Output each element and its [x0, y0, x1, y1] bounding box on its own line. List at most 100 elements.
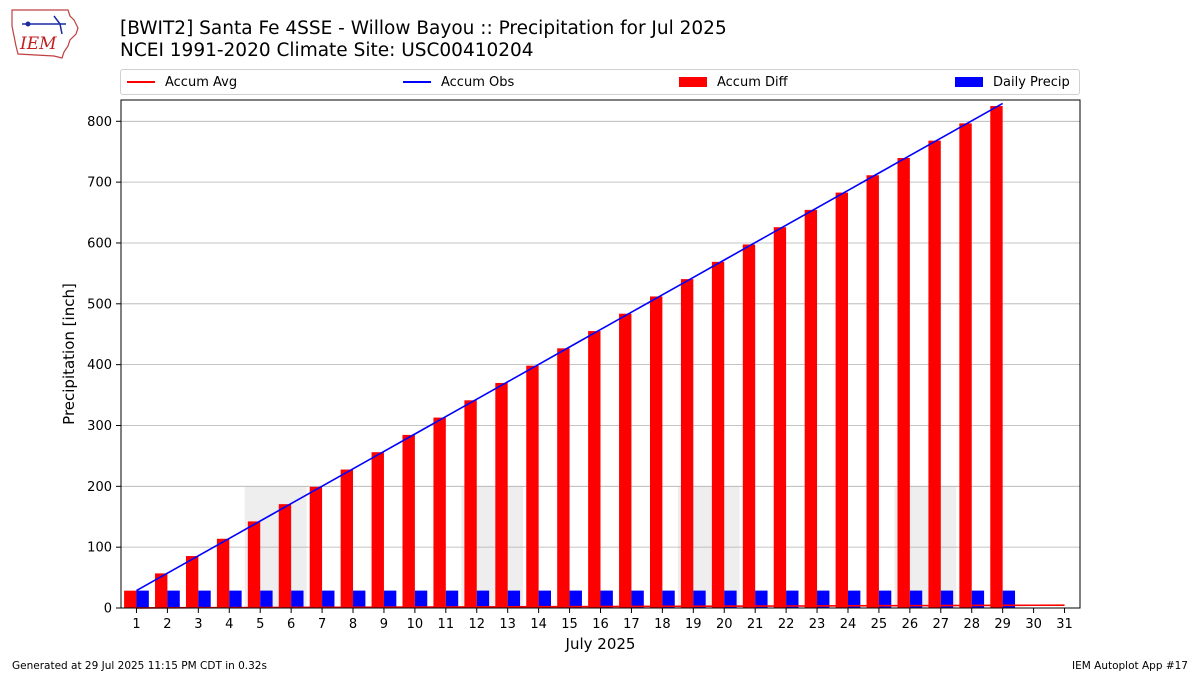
daily-precip-bar-4 — [229, 590, 242, 608]
daily-precip-bar-3 — [198, 590, 211, 608]
y-tick-label-300: 300 — [87, 419, 112, 434]
y-tick-label-200: 200 — [87, 480, 112, 495]
accum-diff-bar-2 — [155, 573, 168, 608]
x-tick-label-18: 18 — [654, 617, 671, 632]
accum-diff-bar-3 — [185, 556, 199, 608]
x-tick-label-28: 28 — [963, 617, 980, 632]
legend-swatch-accum-avg — [127, 81, 155, 83]
legend-item-daily-precip: Daily Precip — [955, 70, 1070, 94]
x-tick-label-10: 10 — [407, 617, 424, 632]
daily-precip-bar-9 — [383, 590, 397, 608]
x-tick-label-21: 21 — [747, 617, 764, 632]
accum-diff-bar-11 — [433, 417, 446, 608]
legend-item-accum-avg: Accum Avg — [127, 70, 237, 94]
accum-diff-bar-21 — [742, 244, 756, 608]
daily-precip-bar-13 — [507, 590, 521, 608]
accum-diff-bar-15 — [557, 348, 570, 608]
y-tick-label-600: 600 — [87, 236, 112, 251]
daily-precip-bar-24 — [847, 590, 861, 608]
daily-precip-bar-17 — [631, 590, 644, 608]
x-tick-label-23: 23 — [809, 617, 826, 632]
x-tick-label-12: 12 — [468, 617, 485, 632]
x-tick-label-17: 17 — [623, 617, 640, 632]
x-tick-label-4: 4 — [225, 617, 233, 632]
x-tick-label-3: 3 — [194, 617, 202, 632]
chart-title: [BWIT2] Santa Fe 4SSE - Willow Bayou :: … — [120, 18, 727, 62]
daily-precip-bar-14 — [538, 590, 552, 608]
daily-precip-bar-20 — [724, 590, 737, 608]
x-tick-label-5: 5 — [256, 617, 264, 632]
x-tick-label-7: 7 — [318, 617, 326, 632]
x-tick-label-22: 22 — [778, 617, 795, 632]
x-tick-label-30: 30 — [1025, 617, 1042, 632]
x-tick-label-2: 2 — [163, 617, 171, 632]
x-tick-label-13: 13 — [499, 617, 516, 632]
accum-diff-bar-9 — [371, 452, 384, 608]
x-tick-label-25: 25 — [871, 617, 888, 632]
accum-diff-bar-16 — [588, 331, 601, 608]
daily-precip-bar-22 — [786, 590, 799, 608]
accum-avg-line — [136, 604, 1065, 609]
app-credit: IEM Autoplot App #17 — [1072, 660, 1188, 672]
daily-precip-bar-27 — [940, 590, 954, 608]
daily-precip-bar-7 — [322, 590, 335, 608]
daily-precip-bar-10 — [414, 590, 428, 608]
x-tick-label-19: 19 — [685, 617, 702, 632]
legend-item-accum-diff: Accum Diff — [679, 70, 788, 94]
legend-swatch-accum-obs — [403, 81, 431, 83]
daily-precip-bar-29 — [1002, 590, 1016, 608]
x-axis-label: July 2025 — [565, 635, 636, 653]
legend-label-accum-avg: Accum Avg — [165, 74, 238, 90]
accum-diff-bar-18 — [649, 296, 663, 608]
daily-precip-bar-16 — [600, 590, 613, 608]
x-tick-label-14: 14 — [530, 617, 547, 632]
accum-diff-bar-1 — [124, 590, 137, 608]
legend-label-accum-diff: Accum Diff — [717, 74, 788, 90]
legend-item-accum-obs: Accum Obs — [403, 70, 514, 94]
daily-precip-bar-8 — [353, 590, 366, 608]
x-tick-label-20: 20 — [716, 617, 733, 632]
x-tick-label-1: 1 — [132, 617, 140, 632]
x-axis-ticks: 1 2 3 4 5 6 7 8 9 10 11 12 13 14 15 16 17 18 19 20 21 22 23 24 2… — [132, 608, 1073, 632]
accum-diff-bar-8 — [340, 469, 354, 608]
accum-diff-bar-28 — [959, 123, 972, 609]
accum-diff-bar-24 — [835, 192, 848, 608]
daily-precip-bar-2 — [167, 590, 180, 608]
title-line-1: [BWIT2] Santa Fe 4SSE - Willow Bayou :: … — [120, 18, 727, 39]
y-tick-label-500: 500 — [87, 297, 112, 312]
generated-timestamp: Generated at 29 Jul 2025 11:15 PM CDT in… — [12, 660, 267, 672]
accum-diff-bar-10 — [402, 434, 415, 608]
accum-diff-bar-13 — [495, 382, 508, 608]
x-tick-label-16: 16 — [592, 617, 609, 632]
accum-diff-bar-4 — [216, 538, 230, 608]
x-tick-label-11: 11 — [438, 617, 455, 632]
accum-diff-bar-7 — [309, 486, 323, 608]
accum-diff-bar-5 — [247, 521, 261, 608]
daily-precip-bar-19 — [693, 590, 706, 608]
y-axis-ticks: 0 100 200 300 400 500 600 700 800 — [87, 115, 121, 617]
accum-diff-bar-22 — [773, 227, 787, 608]
logo-text: IEM — [19, 34, 57, 54]
accum-diff-bar-19 — [680, 279, 694, 608]
legend-swatch-accum-diff — [679, 77, 707, 87]
x-tick-label-9: 9 — [380, 617, 388, 632]
x-tick-label-15: 15 — [561, 617, 578, 632]
legend-label-accum-obs: Accum Obs — [441, 74, 515, 90]
lines — [136, 102, 1065, 609]
daily-precip-bar-12 — [476, 590, 490, 608]
x-tick-label-27: 27 — [933, 617, 950, 632]
daily-precip-bar-28 — [971, 590, 985, 608]
iem-logo: IEM — [11, 9, 79, 59]
daily-precip-bar-11 — [445, 590, 459, 608]
accum-diff-bar-6 — [278, 504, 292, 608]
x-tick-label-26: 26 — [902, 617, 919, 632]
legend-label-daily-precip: Daily Precip — [993, 74, 1070, 90]
daily-precip-bar-23 — [817, 590, 830, 608]
accum-diff-bar-12 — [464, 400, 477, 608]
accum-diff-bar-20 — [711, 261, 725, 608]
title-line-2: NCEI 1991-2020 Climate Site: USC00410204 — [120, 40, 534, 61]
legend-swatch-daily-precip — [955, 77, 983, 87]
daily-precip-bar-25 — [878, 590, 892, 608]
daily-precip-bar-1 — [136, 590, 149, 608]
